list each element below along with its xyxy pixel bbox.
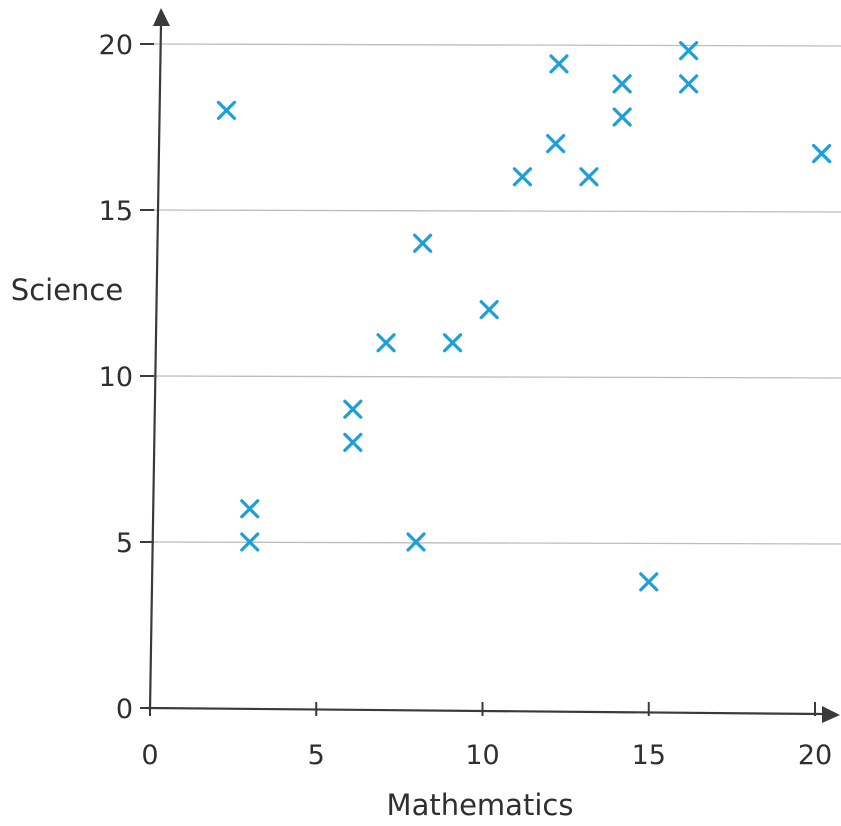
y-axis-title: Science — [11, 273, 123, 307]
data-point-1 — [216, 100, 237, 121]
data-point-11 — [512, 167, 533, 187]
y-tick-label-10: 10 — [99, 362, 133, 393]
data-point-4 — [343, 399, 363, 419]
x-axis-arrow-icon — [822, 706, 840, 723]
y-axis-line — [148, 23, 163, 711]
data-point-13 — [549, 54, 569, 74]
data-point-17 — [639, 572, 659, 592]
data-point-6 — [376, 333, 396, 353]
data-point-9 — [442, 333, 463, 353]
data-point-10 — [479, 300, 499, 320]
data-point-18 — [679, 41, 699, 61]
x-tick-label-20: 20 — [798, 740, 832, 771]
data-point-16 — [612, 107, 632, 127]
y-tick-label-15: 15 — [99, 196, 133, 227]
x-tick-label-0: 0 — [141, 740, 158, 771]
data-point-8 — [413, 233, 433, 253]
x-axis-title: Mathematics — [387, 788, 574, 822]
x-tick-label-5: 5 — [308, 740, 325, 771]
data-point-5 — [343, 432, 363, 452]
grid-layer — [149, 43, 841, 545]
data-point-14 — [579, 167, 599, 187]
point-layer — [216, 41, 832, 592]
gridline-y-15 — [149, 209, 841, 213]
data-point-20 — [812, 143, 832, 164]
y-tick-label-20: 20 — [99, 30, 133, 61]
gridline-y-20 — [149, 43, 841, 47]
x-axis-line — [147, 706, 823, 716]
data-point-19 — [679, 74, 699, 94]
tick-layer: 0 5 10 15 20 0 5 10 15 20 — [99, 30, 833, 771]
data-point-2 — [240, 499, 260, 519]
y-tick-label-0: 0 — [116, 694, 133, 725]
data-point-12 — [546, 134, 566, 154]
gridline-y-10 — [149, 375, 841, 379]
axis-layer — [147, 8, 840, 723]
y-tick-label-5: 5 — [116, 528, 133, 559]
data-point-7 — [406, 532, 426, 552]
y-axis-arrow-icon — [153, 8, 170, 26]
data-point-15 — [612, 74, 632, 94]
gridline-y-5 — [149, 541, 841, 545]
x-tick-label-10: 10 — [465, 740, 499, 771]
data-point-3 — [240, 532, 260, 552]
x-tick-label-15: 15 — [632, 740, 666, 771]
